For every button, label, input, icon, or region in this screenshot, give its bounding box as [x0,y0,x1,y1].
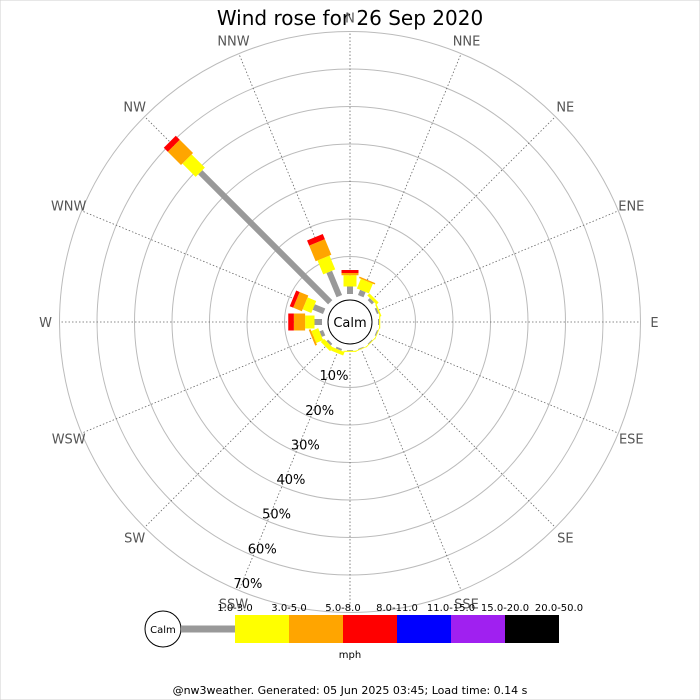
legend-label-20.0-50.0: 20.0-50.0 [535,603,583,614]
grid-ring [134,106,566,538]
bar-wnw-3.0-5.0 [302,297,317,313]
legend-label-15.0-20.0: 15.0-20.0 [481,603,529,614]
ring-label-2: 20% [305,404,334,419]
footer-text: @nw3weather. Generated: 05 Jun 2025 03:4… [173,684,528,697]
bar-se-3.0-5.0 [365,337,376,348]
bar-wsw-3.0-5.0 [311,328,324,344]
bar-nw-5.0-8.0 [167,139,194,166]
direction-label-sw: SW [124,531,145,546]
bar-ne-3.0-5.0 [367,293,379,305]
ring-label-6: 60% [248,542,277,557]
legend-label-3.0-5.0: 3.0-5.0 [271,603,306,614]
speed-legend: Calm 1.0-3.0 3.0-5.0 5.0-8.0 8.0-11.0 11.0-15… [144,603,583,661]
calm-center: Calm [327,299,373,345]
legend-label-11.0-15.0: 11.0-15.0 [427,603,475,614]
legend-calm-label: Calm [150,625,176,636]
polar-grid [59,31,641,613]
legend-swatch-5.0-8.0 [289,615,343,643]
grid-ring [284,256,416,388]
calm-label: Calm [333,316,366,331]
direction-label-ene: ENE [618,199,644,214]
direction-label-w: W [39,316,52,331]
bar-wnw-8.0-11.0 [289,290,300,308]
bar-nnw-5.0-8.0 [309,239,332,262]
direction-label-wsw: WSW [52,433,86,448]
legend-swatch-11.0-15.0 [397,615,451,643]
legend-label-5.0-8.0: 5.0-8.0 [325,603,360,614]
ring-label-7: 70% [233,577,262,592]
bar-wsw-5.0-8.0 [308,329,317,346]
bar-nw-1.0-3.0 [198,170,333,305]
bar-se-1.0-3.0 [367,339,373,345]
grid-ring [59,31,641,613]
direction-label-ssw: SSW [219,597,249,612]
direction-label-nw: NW [123,101,146,116]
bar-ene-3.0-5.0 [375,303,382,317]
bar-wnw-5.0-8.0 [293,291,309,312]
direction-label-wnw: WNW [51,199,87,214]
calm-circle [327,299,373,345]
bar-nnw-8.0-11.0 [307,233,325,246]
legend-units: mph [339,650,361,661]
bar-wsw-1.0-3.0 [319,329,326,337]
bar-nne-5.0-8.0 [359,276,376,285]
legend-swatch-20.0-50.0 [505,615,559,643]
wind-bars [163,135,382,356]
legend-label-1.0-3.0: 1.0-3.0 [217,603,252,614]
legend-label-8.0-11.0: 8.0-11.0 [376,603,418,614]
ring-labels: 10% 20% 30% 40% 50% 60% 70% [233,369,348,592]
chart-title: Wind rose for 26 Sep 2020 [217,6,483,30]
direction-label-n: N [345,12,355,27]
ring-label-4: 40% [276,473,305,488]
direction-label-se: SE [557,531,573,546]
bar-wnw-1.0-3.0 [312,304,326,315]
direction-label-ese: ESE [619,433,644,448]
bar-ene-1.0-3.0 [374,307,379,315]
bar-nw-8.0-11.0 [163,135,180,152]
ring-label-3: 30% [291,438,320,453]
direction-label-nne: NNE [453,35,481,50]
legend-swatch-1.0-3.0 [181,625,235,633]
bar-nne-1.0-3.0 [357,289,366,298]
direction-label-sse: SSE [454,597,479,612]
bar-ssw-1.0-3.0 [335,346,343,351]
ring-label-1: 10% [320,369,349,384]
grid-ring [171,143,529,501]
legend-swatch-3.0-5.0 [235,615,289,643]
direction-label-ne: NE [556,101,574,116]
bar-nnw-1.0-3.0 [326,270,343,298]
bar-ssw-3.0-5.0 [331,347,345,356]
bar-nw-3.0-5.0 [182,154,205,177]
bar-sw-1.0-3.0 [326,339,333,346]
bar-nne-3.0-5.0 [356,278,373,294]
legend-swatch-8.0-11.0 [343,615,397,643]
direction-label-nnw: NNW [217,35,249,50]
bar-ne-1.0-3.0 [367,297,375,305]
direction-label-e: E [650,316,658,331]
bar-nnw-3.0-5.0 [317,255,336,275]
legend-swatch-15.0-20.0 [451,615,505,643]
ring-label-5: 50% [262,508,291,523]
bar-sw-3.0-5.0 [320,338,334,352]
